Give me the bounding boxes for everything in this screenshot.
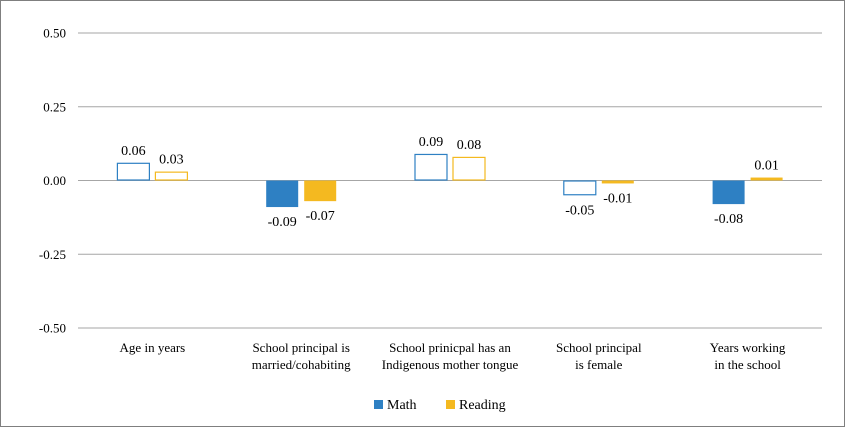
legend-swatch-math (374, 400, 383, 409)
legend-swatch-reading (446, 400, 455, 409)
legend-label-math: Math (387, 398, 417, 413)
legend-label-reading: Reading (459, 398, 506, 413)
bar-reading (750, 177, 783, 181)
bar-math (414, 153, 448, 181)
data-label: -0.09 (268, 215, 297, 230)
y-tick-label: 0.50 (43, 26, 66, 41)
data-label: 0.01 (754, 159, 779, 174)
x-category-label: Age in years (120, 340, 186, 355)
data-label: -0.05 (565, 203, 594, 218)
bar-reading (304, 180, 337, 202)
data-label: 0.06 (121, 144, 146, 159)
bar-math (266, 180, 299, 208)
y-tick-label: 0.00 (43, 173, 66, 188)
y-tick-label: -0.50 (39, 321, 66, 336)
bar-math (563, 180, 597, 196)
data-label: 0.03 (159, 153, 184, 168)
bar-reading (452, 156, 486, 181)
x-category-label: School principal is female (556, 340, 642, 372)
x-category-label: School prinicpal has an Indigenous mother… (382, 340, 519, 372)
x-category-label: Years working in the school (710, 340, 786, 372)
bar-math (712, 180, 745, 205)
y-tick-label: -0.25 (39, 247, 66, 262)
data-label: -0.08 (714, 212, 743, 227)
y-tick-label: 0.25 (43, 99, 66, 114)
data-label: -0.01 (603, 191, 632, 206)
data-label: 0.09 (419, 135, 444, 150)
data-label: -0.07 (306, 209, 335, 224)
bar-reading (154, 171, 188, 181)
bar-reading (601, 180, 634, 184)
x-category-label: School principal is married/cohabiting (252, 340, 351, 372)
bar-math (116, 162, 151, 181)
data-label: 0.08 (457, 138, 482, 153)
